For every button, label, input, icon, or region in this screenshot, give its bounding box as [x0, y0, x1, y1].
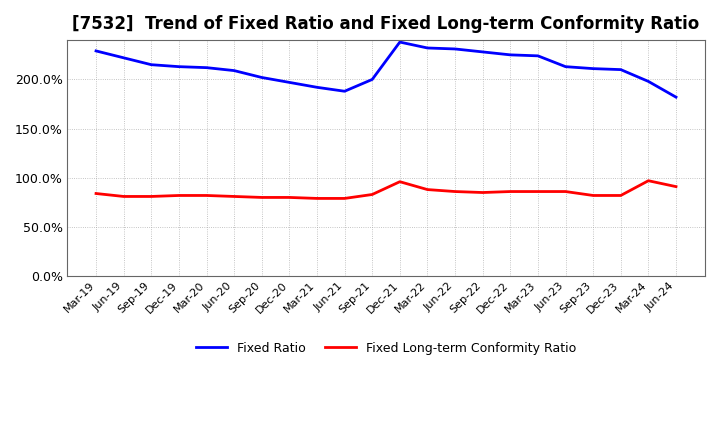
Legend: Fixed Ratio, Fixed Long-term Conformity Ratio: Fixed Ratio, Fixed Long-term Conformity … — [191, 337, 581, 359]
Fixed Ratio — [120, 55, 128, 60]
Fixed Long-term Conformity Ratio — [368, 192, 377, 197]
Fixed Long-term Conformity Ratio — [506, 189, 515, 194]
Fixed Ratio — [561, 64, 570, 70]
Line: Fixed Long-term Conformity Ratio: Fixed Long-term Conformity Ratio — [96, 181, 676, 198]
Fixed Long-term Conformity Ratio — [174, 193, 183, 198]
Fixed Ratio — [285, 80, 294, 85]
Fixed Ratio — [368, 77, 377, 82]
Fixed Long-term Conformity Ratio — [561, 189, 570, 194]
Fixed Long-term Conformity Ratio — [672, 184, 680, 189]
Fixed Long-term Conformity Ratio — [312, 196, 321, 201]
Fixed Ratio — [341, 88, 349, 94]
Fixed Ratio — [230, 68, 238, 73]
Fixed Long-term Conformity Ratio — [644, 178, 653, 183]
Fixed Ratio — [174, 64, 183, 70]
Fixed Ratio — [202, 65, 211, 70]
Line: Fixed Ratio: Fixed Ratio — [96, 42, 676, 97]
Fixed Ratio — [616, 67, 625, 72]
Fixed Ratio — [589, 66, 598, 71]
Fixed Ratio — [506, 52, 515, 58]
Fixed Long-term Conformity Ratio — [120, 194, 128, 199]
Fixed Long-term Conformity Ratio — [202, 193, 211, 198]
Fixed Ratio — [423, 45, 432, 51]
Title: [7532]  Trend of Fixed Ratio and Fixed Long-term Conformity Ratio: [7532] Trend of Fixed Ratio and Fixed Lo… — [73, 15, 700, 33]
Fixed Long-term Conformity Ratio — [616, 193, 625, 198]
Fixed Ratio — [395, 40, 404, 45]
Fixed Long-term Conformity Ratio — [534, 189, 542, 194]
Fixed Long-term Conformity Ratio — [285, 195, 294, 200]
Fixed Long-term Conformity Ratio — [91, 191, 100, 196]
Fixed Ratio — [534, 53, 542, 59]
Fixed Ratio — [91, 48, 100, 54]
Fixed Long-term Conformity Ratio — [147, 194, 156, 199]
Fixed Long-term Conformity Ratio — [341, 196, 349, 201]
Fixed Long-term Conformity Ratio — [423, 187, 432, 192]
Fixed Ratio — [478, 49, 487, 55]
Fixed Long-term Conformity Ratio — [395, 179, 404, 184]
Fixed Ratio — [644, 79, 653, 84]
Fixed Long-term Conformity Ratio — [451, 189, 459, 194]
Fixed Ratio — [451, 46, 459, 51]
Fixed Long-term Conformity Ratio — [258, 195, 266, 200]
Fixed Ratio — [258, 75, 266, 80]
Fixed Ratio — [312, 84, 321, 90]
Fixed Long-term Conformity Ratio — [589, 193, 598, 198]
Fixed Ratio — [672, 95, 680, 100]
Fixed Long-term Conformity Ratio — [230, 194, 238, 199]
Fixed Ratio — [147, 62, 156, 67]
Fixed Long-term Conformity Ratio — [478, 190, 487, 195]
